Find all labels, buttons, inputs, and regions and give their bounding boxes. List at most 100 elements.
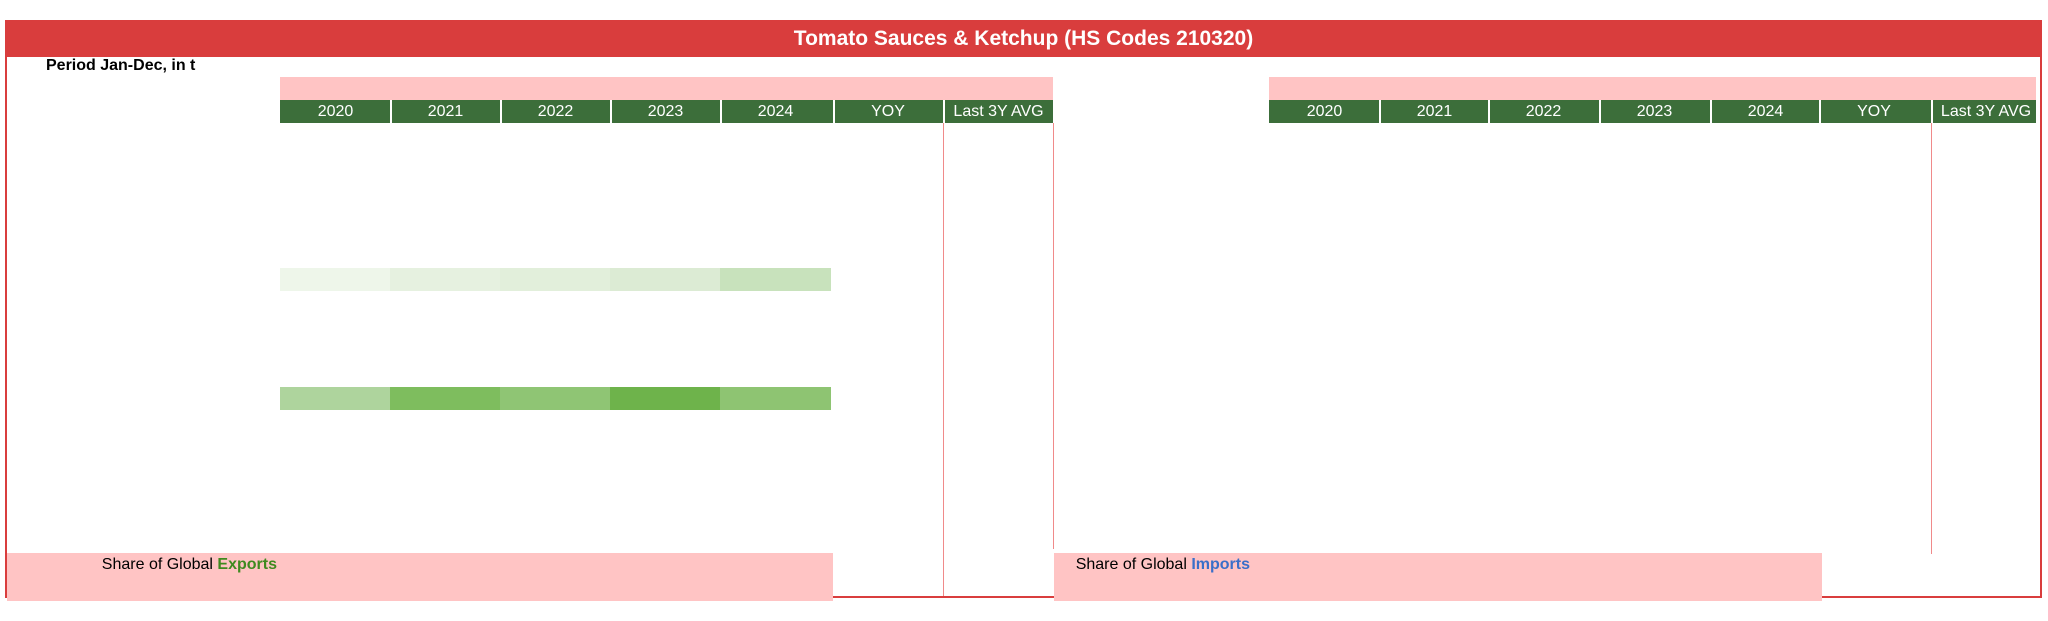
exports-cell bbox=[501, 197, 610, 220]
exports-yoy-cell bbox=[833, 458, 943, 481]
exports-cell bbox=[611, 363, 720, 386]
header-separator bbox=[390, 100, 392, 123]
exports-cell bbox=[500, 268, 611, 292]
exports-cell bbox=[721, 339, 830, 362]
exports-avg-cell bbox=[944, 410, 1053, 433]
exports-region-label bbox=[0, 221, 277, 244]
exports-region-label bbox=[0, 505, 277, 528]
exports-rank-cell bbox=[281, 576, 390, 599]
exports-title bbox=[280, 77, 1053, 100]
exports-cell bbox=[611, 126, 720, 149]
imports-avg-divider bbox=[1931, 123, 1932, 554]
imports-avg-cell bbox=[1932, 505, 2040, 528]
exports-total-cell bbox=[611, 529, 720, 552]
imports-yoy-cell bbox=[1820, 197, 1928, 220]
imports-avg-cell bbox=[1932, 221, 2040, 244]
exports-cell bbox=[720, 268, 831, 292]
imports-avg-cell bbox=[1932, 173, 2040, 196]
exports-cell bbox=[391, 434, 500, 457]
imports-rank-cell bbox=[1600, 576, 1709, 599]
exports-region-label bbox=[0, 197, 277, 220]
exports-cell bbox=[610, 268, 721, 292]
exports-avg-cell bbox=[944, 316, 1053, 339]
imports-yoy-cell bbox=[1820, 505, 1928, 528]
exports-rank-cell bbox=[721, 576, 830, 599]
exports-col-header: 2024 bbox=[757, 103, 794, 120]
imports-avg-cell bbox=[1932, 458, 2040, 481]
exports-cell bbox=[281, 339, 390, 362]
imports-col-header: 2021 bbox=[1416, 103, 1453, 120]
exports-total-cell bbox=[281, 529, 390, 552]
exports-cell bbox=[611, 197, 720, 220]
header-separator bbox=[1488, 100, 1490, 123]
imports-col-header: 2023 bbox=[1636, 103, 1673, 120]
exports-cell bbox=[501, 339, 610, 362]
imports-yoy-cell bbox=[1820, 292, 1928, 315]
imports-total-cell bbox=[1711, 529, 1820, 552]
exports-cell bbox=[501, 221, 610, 244]
exports-region-label bbox=[0, 363, 277, 386]
exports-cell bbox=[390, 268, 501, 292]
exports-yoy-cell bbox=[833, 434, 943, 457]
imports-col-header: 2022 bbox=[1525, 103, 1562, 120]
imports-region-label bbox=[1100, 505, 1224, 528]
imports-region-label bbox=[1100, 316, 1224, 339]
imports-yoy-cell bbox=[1820, 339, 1928, 362]
exports-rank-cell bbox=[501, 576, 610, 599]
exports-cell bbox=[391, 292, 500, 315]
exports-col-header: YOY bbox=[871, 103, 905, 120]
exports-cell bbox=[721, 458, 830, 481]
exports-cell bbox=[281, 197, 390, 220]
exports-cell bbox=[501, 150, 610, 173]
exports-yoy-cell bbox=[833, 505, 943, 528]
share-label-text: Share of Global bbox=[1075, 555, 1192, 573]
imports-region-label bbox=[1100, 197, 1224, 220]
exports-avg-cell bbox=[944, 458, 1053, 481]
exports-yoy-cell bbox=[833, 268, 943, 291]
exports-region-label bbox=[0, 150, 277, 173]
imports-avg-cell bbox=[1932, 292, 2040, 315]
imports-title bbox=[1269, 77, 2036, 100]
exports-avg-cell bbox=[944, 482, 1053, 505]
exports-cell bbox=[391, 410, 500, 433]
exports-avg-cell bbox=[944, 363, 1053, 386]
exports-total-yoy bbox=[833, 529, 943, 552]
exports-cell bbox=[281, 150, 390, 173]
exports-col-header: Last 3Y AVG bbox=[953, 103, 1044, 120]
exports-cell bbox=[720, 386, 831, 410]
exports-cell bbox=[721, 173, 830, 196]
exports-cell bbox=[721, 482, 830, 505]
exports-cell bbox=[611, 434, 720, 457]
exports-share-cell bbox=[611, 553, 720, 576]
exports-cell bbox=[721, 292, 830, 315]
share-label-text: Share of Global bbox=[101, 555, 218, 573]
exports-avg-cell bbox=[944, 173, 1053, 196]
exports-cell bbox=[611, 316, 720, 339]
exports-avg-cell bbox=[944, 150, 1053, 173]
imports-avg-cell bbox=[1932, 387, 2040, 410]
exports-cell bbox=[501, 482, 610, 505]
exports-cell bbox=[281, 434, 390, 457]
imports-region-label bbox=[1100, 292, 1224, 315]
header-separator bbox=[610, 100, 612, 123]
exports-avg-cell bbox=[944, 339, 1053, 362]
exports-cell bbox=[281, 245, 390, 268]
exports-cell bbox=[391, 197, 500, 220]
exports-cell bbox=[611, 221, 720, 244]
exports-yoy-cell bbox=[833, 316, 943, 339]
exports-cell bbox=[721, 245, 830, 268]
imports-yoy-cell bbox=[1820, 268, 1928, 291]
exports-cell bbox=[721, 505, 830, 528]
imports-rank-label bbox=[1054, 576, 1250, 599]
exports-region-label bbox=[0, 316, 277, 339]
sheet-title: Tomato Sauces & Ketchup (HS Codes 210320… bbox=[5, 20, 2042, 57]
imports-total-cell bbox=[1489, 529, 1598, 552]
header-separator bbox=[943, 100, 945, 123]
exports-region-label bbox=[0, 126, 277, 149]
header-separator bbox=[500, 100, 502, 123]
imports-share-bg bbox=[1054, 552, 1822, 601]
share-highlight: Exports bbox=[217, 555, 277, 573]
imports-yoy-cell bbox=[1820, 221, 1928, 244]
share-highlight: Imports bbox=[1191, 555, 1250, 573]
exports-total-avg bbox=[944, 529, 1053, 552]
